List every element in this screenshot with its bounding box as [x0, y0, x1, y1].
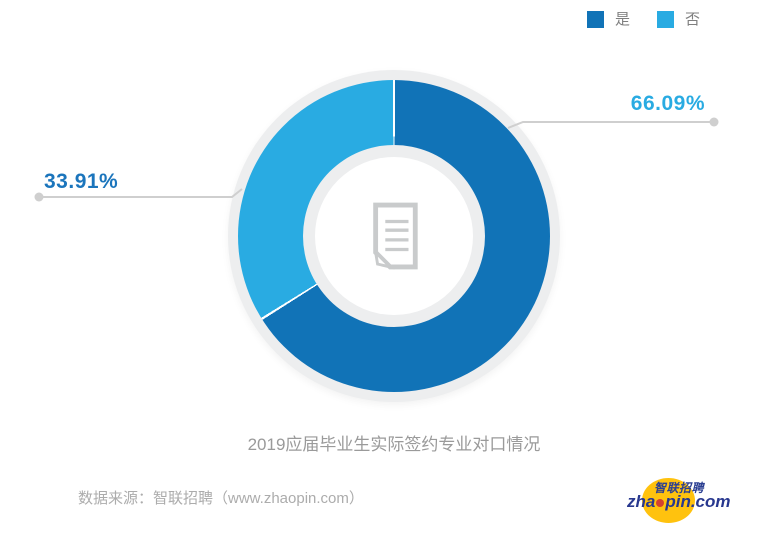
donut-chart: [228, 70, 560, 402]
leader-dot-right: [709, 117, 719, 127]
legend-item-yes: 是: [587, 11, 630, 28]
zhaopin-logo: 智联招聘 zha pin.com: [627, 476, 739, 526]
legend-swatch-no: [657, 11, 675, 28]
callout-value-left: 33.91%: [44, 170, 119, 193]
callout-value-right: 66.09%: [630, 92, 705, 115]
legend-label-yes: 是: [615, 11, 631, 28]
logo-yellow-ellipse: [642, 478, 695, 523]
logo-english-text: zha pin.com: [627, 492, 731, 512]
logo-red-dot-icon: [656, 499, 665, 507]
logo-en-part2: pin.com: [665, 492, 731, 511]
chart-title: 2019应届毕业生实际签约专业对口情况: [247, 435, 541, 454]
logo-en-part1: zha: [627, 492, 656, 511]
leader-dot-left: [34, 192, 44, 202]
legend: 是 否: [587, 11, 700, 28]
donut-hole: [315, 157, 473, 315]
document-icon: [373, 202, 418, 270]
legend-item-no: 否: [657, 11, 700, 28]
legend-label-no: 否: [685, 11, 701, 28]
source-caption: 数据来源：智联招聘（www.zhaopin.com）: [78, 490, 364, 507]
logo-chinese-text: 智联招聘: [654, 481, 705, 495]
legend-swatch-yes: [587, 11, 604, 28]
